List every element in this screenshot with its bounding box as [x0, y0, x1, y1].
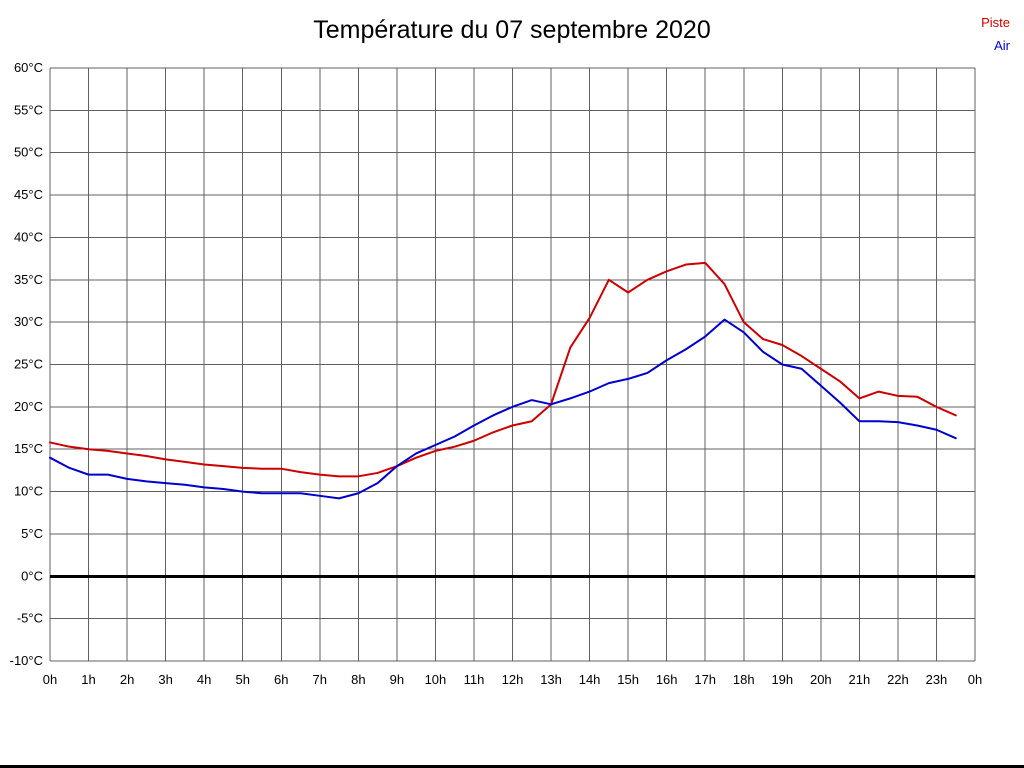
x-tick-label: 21h — [849, 672, 871, 687]
x-tick-label: 12h — [502, 672, 524, 687]
x-tick-label: 5h — [235, 672, 249, 687]
x-tick-label: 6h — [274, 672, 288, 687]
y-tick-label: 5°C — [21, 526, 43, 541]
x-tick-label: 7h — [313, 672, 327, 687]
y-tick-label: 60°C — [14, 60, 43, 75]
y-tick-label: 35°C — [14, 272, 43, 287]
x-tick-label: 15h — [617, 672, 639, 687]
x-tick-label: 0h — [43, 672, 57, 687]
y-tick-label: 55°C — [14, 102, 43, 117]
y-tick-label: -5°C — [17, 611, 43, 626]
x-tick-label: 11h — [464, 672, 485, 687]
x-tick-label: 2h — [120, 672, 134, 687]
y-tick-label: 30°C — [14, 314, 43, 329]
x-tick-label: 18h — [733, 672, 755, 687]
x-tick-label: 9h — [390, 672, 404, 687]
y-tick-label: 15°C — [14, 441, 43, 456]
y-tick-label: 10°C — [14, 484, 43, 499]
x-tick-label: 8h — [351, 672, 365, 687]
x-tick-label: 1h — [81, 672, 95, 687]
x-tick-label: 23h — [926, 672, 948, 687]
x-tick-label: 14h — [579, 672, 601, 687]
y-tick-label: 50°C — [14, 145, 43, 160]
x-tick-label: 17h — [694, 672, 716, 687]
x-tick-label: 22h — [887, 672, 909, 687]
x-tick-label: 13h — [540, 672, 562, 687]
y-tick-label: -10°C — [10, 653, 43, 668]
legend-label-piste: Piste — [981, 15, 1010, 30]
legend-label-air: Air — [994, 37, 1010, 53]
x-tick-label: 4h — [197, 672, 211, 687]
series-line-piste — [49, 261, 957, 478]
y-tick-label: 25°C — [14, 357, 43, 372]
y-tick-label: 40°C — [14, 229, 43, 244]
x-tick-label: 16h — [656, 672, 678, 687]
x-tick-label: 10h — [425, 672, 447, 687]
chart-legend: Piste Air — [981, 12, 1010, 58]
x-tick-label: 19h — [771, 672, 793, 687]
x-tick-label: 3h — [158, 672, 172, 687]
legend-item-piste: Piste — [981, 12, 1010, 35]
x-tick-label: 20h — [810, 672, 832, 687]
chart-title: Température du 07 septembre 2020 — [313, 16, 711, 44]
y-tick-label: 20°C — [14, 399, 43, 414]
legend-item-air: Air — [981, 35, 1010, 58]
y-tick-label: 0°C — [21, 568, 43, 583]
series-line-air — [49, 318, 957, 500]
x-tick-label: 0h — [968, 672, 982, 687]
y-tick-label: 45°C — [14, 187, 43, 202]
